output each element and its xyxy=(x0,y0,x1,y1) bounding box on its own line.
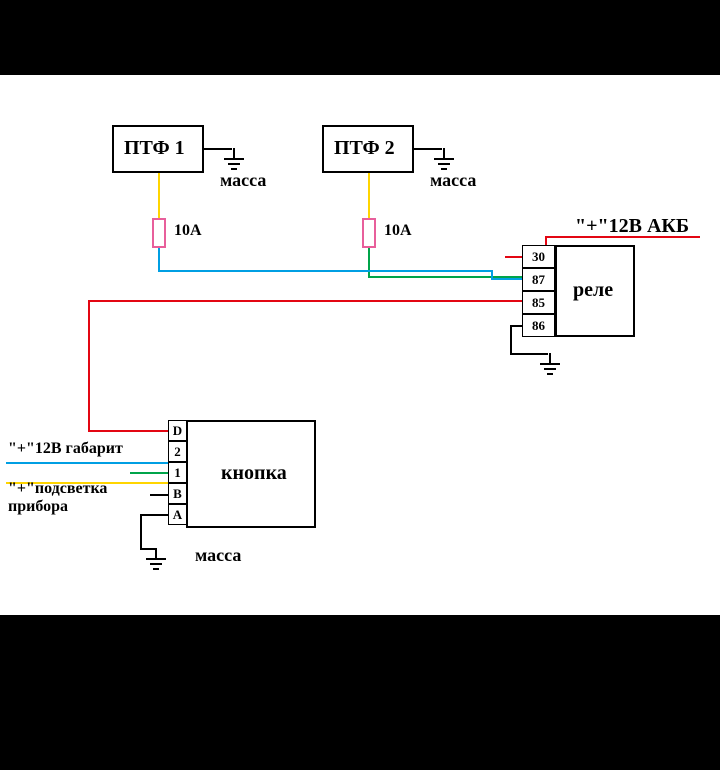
pin-relay-85: 85 xyxy=(522,291,555,314)
wire-red-85-to-D xyxy=(88,300,90,430)
fuse-f2 xyxy=(362,218,376,248)
ground-ptf1 xyxy=(224,148,254,178)
wire-button-1-green xyxy=(130,472,168,474)
wire-bus-blue-87 xyxy=(158,270,368,272)
block-label-ptf2: ПТФ 2 xyxy=(334,137,395,160)
fuse-label-f2: 10A xyxy=(384,222,412,240)
wire-relay-86-to-gnd xyxy=(510,325,512,355)
wire-ptf1-yellow xyxy=(158,173,160,218)
pin-button-A: A xyxy=(168,504,187,525)
wire-ptf1-blue-below-fuse xyxy=(158,248,160,270)
wire-bus-blue-87-right xyxy=(491,278,524,280)
wire-red-85-to-D xyxy=(88,300,524,302)
pin-button-1: 1 xyxy=(168,462,187,483)
fuse-label-f1: 10A xyxy=(174,222,202,240)
ground-button xyxy=(146,548,176,578)
wire-bus-blue-87-right xyxy=(368,270,493,272)
block-label-button: кнопка xyxy=(221,462,287,485)
ground-ptf2 xyxy=(434,148,464,178)
label-podsvetka2: прибора xyxy=(8,498,68,516)
wire-button-A-to-gnd xyxy=(140,514,168,516)
pin-relay-30: 30 xyxy=(522,245,555,268)
pin-relay-87: 87 xyxy=(522,268,555,291)
block-label-relay: реле xyxy=(573,279,613,302)
wire-ptf2-yellow xyxy=(368,173,370,218)
wire-red-85-to-D xyxy=(88,430,168,432)
pin-button-2: 2 xyxy=(168,441,187,462)
pin-button-D: D xyxy=(168,420,187,441)
wire-button-A-to-gnd xyxy=(140,514,142,550)
pin-button-B: B xyxy=(168,483,187,504)
wire-gabarit-blue xyxy=(6,462,168,464)
pin-relay-86: 86 xyxy=(522,314,555,337)
label-mass_button: масса xyxy=(195,545,241,566)
label-gabarit: "+"12В габарит xyxy=(8,440,123,458)
diagram-root: { "layout": { "canvas_w": 720, "canvas_h… xyxy=(0,0,720,770)
ground-relay xyxy=(540,353,570,383)
fuse-f1 xyxy=(152,218,166,248)
block-label-ptf1: ПТФ 1 xyxy=(124,137,185,160)
wire-button-B-stub xyxy=(150,494,168,496)
label-akb: "+"12В АКБ xyxy=(575,215,689,238)
label-podsvetka1: "+"подсветка xyxy=(8,480,107,498)
